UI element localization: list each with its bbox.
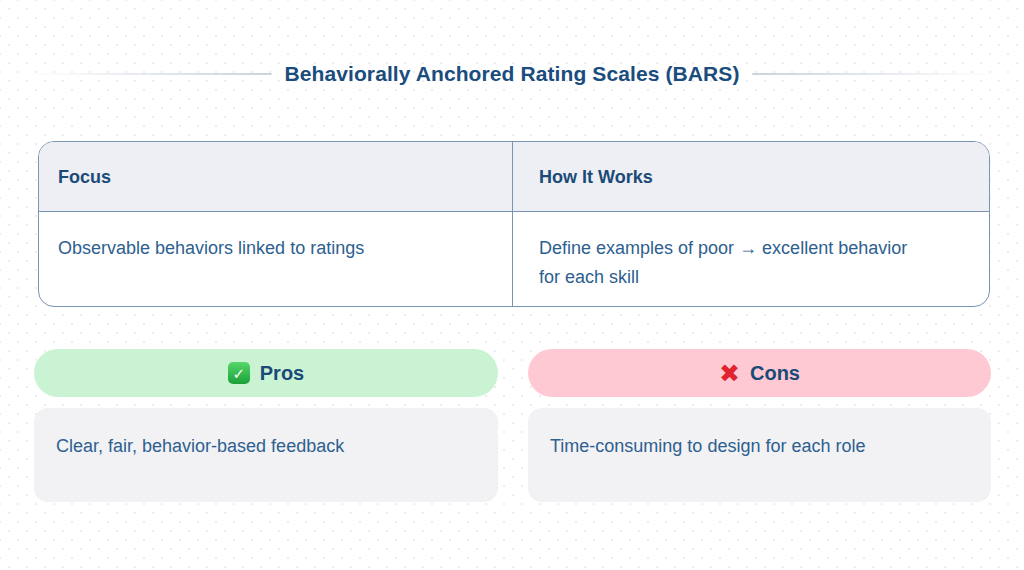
pros-card-text: Clear, fair, behavior-based feedback — [56, 433, 344, 460]
cross-icon: ✖ — [719, 361, 740, 386]
table-row: Observable behaviors linked to ratings D… — [39, 212, 989, 307]
page-title: Behaviorally Anchored Rating Scales (BAR… — [284, 62, 739, 86]
check-icon: ✓ — [228, 362, 250, 384]
cons-badge: ✖ Cons — [528, 349, 991, 397]
table-header-focus-label: Focus — [58, 166, 111, 187]
table-cell-how-it-works-text: Define examples of poor → excellent beha… — [539, 234, 929, 292]
cons-badge-label: Cons — [750, 362, 800, 385]
table-cell-how-it-works: Define examples of poor → excellent beha… — [513, 212, 989, 307]
pros-badge-label: Pros — [260, 362, 304, 385]
pros-card: Clear, fair, behavior-based feedback — [34, 408, 498, 502]
bars-table: Focus How It Works Observable behaviors … — [38, 141, 990, 307]
table-cell-focus-text: Observable behaviors linked to ratings — [58, 234, 364, 263]
table-header-cell-how-it-works: How It Works — [513, 142, 989, 211]
table-header-row: Focus How It Works — [39, 142, 989, 212]
table-header-cell-focus: Focus — [39, 142, 513, 211]
title-divider-left — [30, 73, 272, 75]
page: { "page": { "title": "Behaviorally Ancho… — [0, 0, 1024, 570]
cons-card-text: Time-consuming to design for each role — [550, 433, 865, 460]
title-row: Behaviorally Anchored Rating Scales (BAR… — [30, 62, 994, 86]
table-header-how-it-works-label: How It Works — [539, 166, 653, 187]
pros-badge: ✓ Pros — [34, 349, 498, 397]
table-cell-focus: Observable behaviors linked to ratings — [39, 212, 513, 307]
title-divider-right — [752, 73, 994, 75]
cons-card: Time-consuming to design for each role — [528, 408, 991, 502]
